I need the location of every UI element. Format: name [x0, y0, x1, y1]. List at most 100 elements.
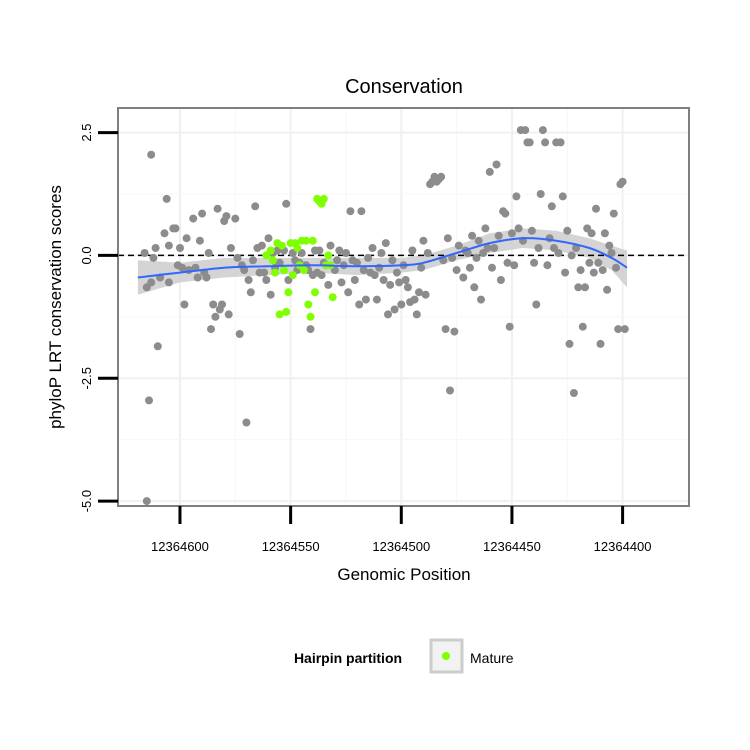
data-point	[521, 126, 530, 135]
data-point	[395, 278, 404, 287]
data-point	[561, 268, 570, 277]
x-tick-label: 12364500	[372, 539, 430, 554]
plot-border	[117, 107, 690, 507]
data-point	[335, 246, 344, 255]
data-point	[514, 224, 523, 233]
data-point	[346, 207, 355, 216]
data-point	[510, 261, 519, 270]
data-point	[350, 276, 359, 284]
data-point	[483, 244, 492, 252]
data-point	[213, 204, 222, 213]
data-point	[333, 256, 342, 265]
smooth-ribbon-layer	[137, 228, 627, 295]
mature-point	[302, 236, 311, 245]
smooth-line-layer	[137, 237, 628, 279]
data-point	[459, 273, 468, 282]
data-point	[507, 229, 516, 238]
data-point	[496, 276, 505, 284]
data-point	[306, 325, 315, 334]
data-point	[412, 310, 421, 319]
mature-point	[324, 251, 333, 260]
data-point	[392, 268, 401, 277]
mature-point	[328, 293, 337, 302]
data-point	[372, 295, 381, 304]
data-point	[160, 229, 169, 238]
mature-point	[304, 300, 313, 309]
mature-point	[293, 244, 302, 252]
data-point	[257, 241, 266, 250]
data-point	[474, 236, 483, 245]
data-point	[567, 251, 576, 260]
data-point	[242, 418, 251, 427]
x-tick-label: 12364400	[594, 539, 652, 554]
data-point	[443, 234, 452, 243]
data-point	[195, 236, 204, 245]
data-point	[417, 263, 426, 272]
points-layer	[140, 126, 629, 506]
data-point	[142, 497, 151, 506]
x-tick-label: 12364450	[483, 539, 541, 554]
data-point	[620, 325, 629, 334]
y-axis-label: phyloP LRT conservation scores	[46, 185, 65, 429]
data-point	[375, 263, 384, 272]
data-point	[207, 325, 215, 334]
data-point	[151, 244, 160, 252]
legend-label-mature: Mature	[470, 650, 514, 666]
mature-point	[306, 312, 315, 321]
data-point	[587, 229, 596, 238]
data-point	[410, 295, 419, 304]
mature-point	[271, 268, 280, 277]
mature-point	[280, 266, 288, 275]
mature-point	[308, 236, 317, 245]
data-point	[193, 273, 202, 282]
data-point	[231, 214, 240, 223]
data-point	[589, 268, 598, 277]
data-point	[337, 278, 346, 287]
data-point	[317, 271, 326, 280]
data-point	[592, 204, 600, 213]
data-point	[488, 263, 496, 272]
data-point	[226, 244, 235, 252]
data-point	[357, 207, 366, 216]
data-point	[244, 276, 253, 284]
chart-title: Conservation	[345, 76, 463, 98]
data-point	[403, 283, 412, 292]
data-point	[612, 263, 620, 272]
data-point	[543, 261, 552, 270]
data-point	[501, 209, 510, 218]
data-point	[397, 300, 406, 309]
data-point	[596, 339, 605, 348]
data-point	[384, 310, 392, 319]
data-point	[512, 192, 521, 201]
mature-point	[282, 307, 291, 316]
data-point	[563, 226, 572, 235]
data-point	[607, 249, 616, 257]
data-point	[538, 126, 547, 135]
smooth-ribbon	[137, 228, 627, 295]
data-point	[465, 263, 474, 272]
data-point	[264, 234, 273, 243]
y-tick-label: -2.5	[79, 367, 94, 389]
data-point	[618, 177, 627, 186]
data-point	[233, 253, 242, 262]
data-point	[209, 300, 218, 309]
data-point	[441, 325, 450, 334]
x-tick-label: 12364600	[151, 539, 209, 554]
data-point	[198, 209, 207, 218]
data-point	[446, 386, 454, 395]
data-point	[202, 273, 211, 282]
y-tick-label: 0.0	[79, 246, 94, 264]
data-point	[408, 246, 417, 255]
data-point	[547, 202, 556, 211]
data-point	[182, 234, 191, 243]
x-axis-label: Genomic Position	[337, 565, 470, 584]
data-point	[246, 288, 255, 297]
data-point	[379, 276, 388, 284]
mature-point	[319, 194, 328, 203]
data-point	[377, 249, 386, 257]
data-point	[556, 138, 565, 147]
mature-point	[266, 246, 275, 255]
data-point	[581, 283, 589, 292]
data-point	[171, 224, 180, 233]
